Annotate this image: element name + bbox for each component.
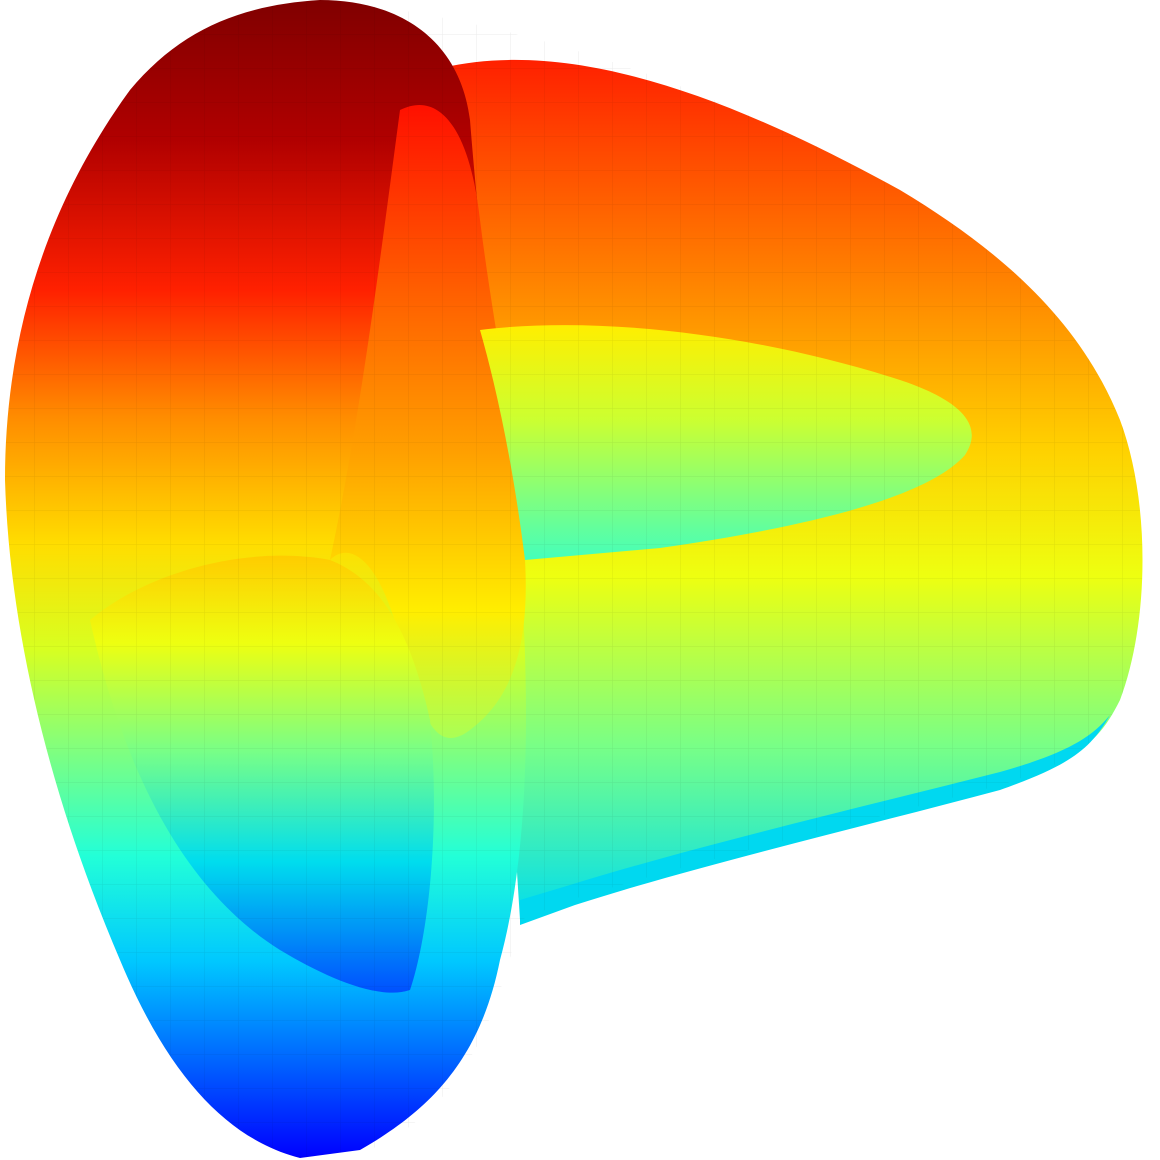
surface-mesh (5, 0, 1143, 1158)
